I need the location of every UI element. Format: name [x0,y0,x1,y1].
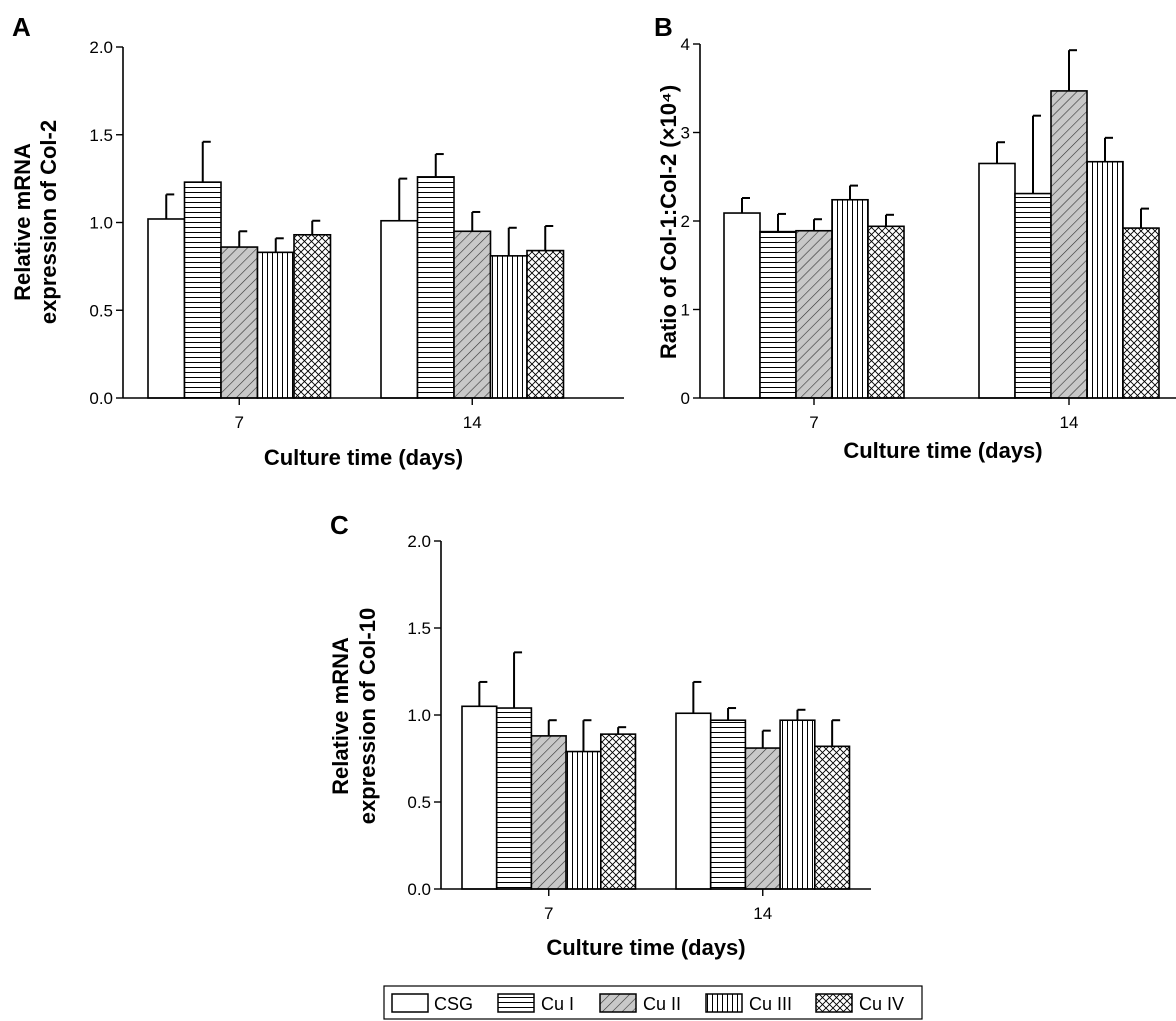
panel-c-bar-cu-ii-day-14 [744,747,781,890]
legend-label-cu-iv: Cu IV [859,994,904,1014]
panel-c-bar-cu-iv-day-7 [599,733,637,890]
panel-a-y-axis-title-line-1: Relative mRNA [10,143,35,301]
legend-swatch-csg [391,993,429,1013]
legend: CSG Cu I Cu II Cu III Cu IV [383,985,923,1020]
panel-a-y-tick-label: 1.0 [89,214,113,233]
legend-item-cu-iv: Cu IV [815,993,904,1014]
panel-a-y-tick-label: 0.0 [89,389,113,408]
panel-c-bar-cu-iii-day-14 [779,719,816,890]
panel-b-x-axis-title: Culture time (days) [843,438,1042,463]
panel-b-bar-cu-i-day-14 [1014,192,1052,399]
legend-label-csg: CSG [434,994,473,1014]
panel-a-bar-cu-iv-day-14 [526,249,565,399]
panel-a-bar-cu-i-day-14 [416,176,455,399]
panel-a-bar-csg-day-7 [147,218,186,399]
panel-c-y-tick-label: 2.0 [407,532,431,551]
legend-item-cu-ii: Cu II [599,993,681,1014]
panel-c-y-axis-title-line-1: Relative mRNA [328,637,353,795]
panel-a-bar-cu-ii-day-14 [453,230,492,399]
panel-c-y-axis-title-line-2: expression of Col-10 [355,608,380,824]
panel-b-y-tick-label: 1 [681,301,690,320]
panel-c-x-axis-title: Culture time (days) [546,935,745,960]
panel-a-y-axis-title-line-2: expression of Col-2 [36,120,61,324]
legend-item-cu-iii: Cu III [705,993,792,1014]
panel-b-bar-cu-iv-day-14 [1122,227,1160,399]
panel-c-bar-cu-iii-day-7 [565,750,602,890]
panel-c-x-tick-label: 7 [544,904,553,923]
panel-c-y-tick-label: 1.5 [407,619,431,638]
legend-swatch-cu-iv [815,993,853,1013]
legend-label-cu-i: Cu I [541,994,574,1014]
panel-c-bar-csg-day-7 [461,705,498,890]
panel-c-letter: C [330,510,349,540]
panel-b-x-tick-label: 14 [1060,413,1079,432]
panel-a-bar-cu-i-day-7 [183,181,222,399]
panel-a-x-tick-label: 14 [463,413,482,432]
panel-b-x-tick-label: 7 [809,413,818,432]
panel-b-y-axis-title-line-1: Ratio of Col-1:Col-2 (×10⁴) [656,85,681,359]
panel-b-bar-cu-iii-day-7 [831,198,869,399]
legend-item-csg: CSG [391,993,473,1014]
panel-a-y-tick-label: 1.5 [89,126,113,145]
legend-swatch-cu-iii [705,993,743,1013]
panel-a-bar-cu-iv-day-7 [293,233,332,399]
panel-a-bar-csg-day-14 [380,219,419,399]
panel-b-bar-cu-ii-day-14 [1050,90,1088,399]
panel-a-bar-cu-ii-day-7 [220,246,259,399]
panel-b-y-tick-label: 2 [681,212,690,231]
panel-b-bar-cu-i-day-7 [759,230,797,399]
panel-a-y-tick-label: 0.5 [89,301,113,320]
legend-swatch-cu-i [497,993,535,1013]
panel-a-x-tick-label: 7 [235,413,244,432]
panel-c-bar-cu-ii-day-7 [530,735,567,890]
panel-c-y-tick-label: 0.0 [407,880,431,899]
legend-swatch-cu-ii [599,993,637,1013]
panel-b-y-tick-label: 3 [681,124,690,143]
panel-c-y-tick-label: 1.0 [407,706,431,725]
legend-label-cu-ii: Cu II [643,994,681,1014]
panel-b-chart: 0 1 2 3 4 7 14 Culture time (days) Ratio of Col-… [656,35,1176,463]
panel-b-bar-cu-iii-day-14 [1086,160,1124,399]
panel-c-y-tick-label: 0.5 [407,793,431,812]
panel-b-letter: B [654,12,673,42]
panel-b-y-tick-label: 0 [681,389,690,408]
panel-c-bar-cu-iv-day-14 [813,745,851,890]
legend-label-cu-iii: Cu III [749,994,792,1014]
panel-c-bar-cu-i-day-7 [495,707,533,890]
panel-c-bar-cu-i-day-14 [709,719,747,890]
panel-b-bar-cu-ii-day-7 [795,229,833,399]
legend-item-cu-i: Cu I [497,993,574,1014]
panel-a-letter: A [12,12,31,42]
panel-a-y-tick-label: 2.0 [89,38,113,57]
panel-b-bar-csg-day-14 [978,162,1016,399]
panel-c-chart: 0.0 0.5 1.0 1.5 2.0 7 14 Culture time (days) Rel… [328,532,871,960]
panel-b-bar-cu-iv-day-7 [867,225,905,399]
panel-b-bar-csg-day-7 [723,212,761,399]
panel-b-y-tick-label: 4 [681,35,690,54]
panel-a-bar-cu-iii-day-7 [256,251,295,399]
panel-a-x-axis-title: Culture time (days) [264,445,463,470]
panel-c-x-tick-label: 14 [753,904,772,923]
panel-a-bar-cu-iii-day-14 [489,255,528,399]
panel-c-bar-csg-day-14 [675,712,712,890]
